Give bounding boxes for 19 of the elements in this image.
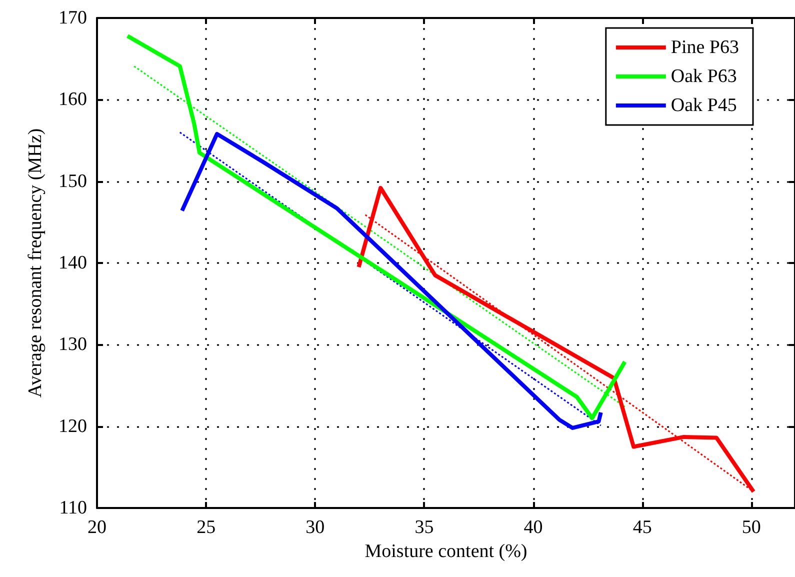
y-tick-label: 150: [58, 170, 87, 192]
y-tick-label: 120: [58, 416, 87, 437]
y-axis-title: Average resonant frequency (MHz): [25, 128, 46, 398]
x-tick-label: 25: [196, 517, 216, 538]
x-tick-label: 35: [414, 517, 434, 538]
legend-label: Pine P63: [670, 37, 740, 58]
y-tick-label: 160: [58, 89, 87, 110]
x-tick-label: 50: [742, 517, 761, 538]
y-tick-label: 130: [58, 334, 87, 356]
x-tick-label: 30: [306, 517, 325, 538]
x-tick-label: 20: [88, 517, 106, 538]
x-tick-label: 45: [632, 517, 652, 538]
legend-label: Oak P63: [670, 66, 737, 87]
y-tick-label: 170: [58, 8, 87, 28]
legend-label: Oak P45: [670, 95, 737, 116]
x-axis-title: Moisture content (%): [364, 540, 528, 562]
x-tick-label: 40: [524, 517, 543, 538]
y-tick-label: 110: [59, 498, 87, 518]
y-tick-label: 140: [58, 252, 87, 274]
